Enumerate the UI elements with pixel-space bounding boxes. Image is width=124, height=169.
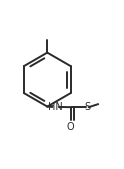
Text: HN: HN <box>48 102 63 112</box>
Text: O: O <box>66 122 74 132</box>
Text: S: S <box>84 102 90 112</box>
